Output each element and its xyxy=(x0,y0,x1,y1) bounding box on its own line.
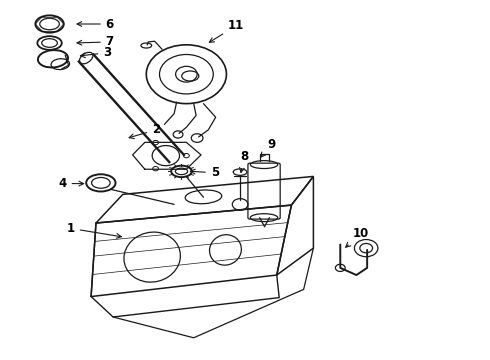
Text: 1: 1 xyxy=(67,222,122,238)
Text: 10: 10 xyxy=(346,227,369,247)
Text: 11: 11 xyxy=(209,19,244,42)
Text: 5: 5 xyxy=(191,166,219,179)
Text: 7: 7 xyxy=(77,35,114,49)
Text: 4: 4 xyxy=(58,177,84,190)
Text: 9: 9 xyxy=(261,138,275,157)
Text: 8: 8 xyxy=(240,150,248,172)
Text: 3: 3 xyxy=(80,46,111,59)
Text: 2: 2 xyxy=(129,123,160,139)
Text: 6: 6 xyxy=(77,18,114,31)
